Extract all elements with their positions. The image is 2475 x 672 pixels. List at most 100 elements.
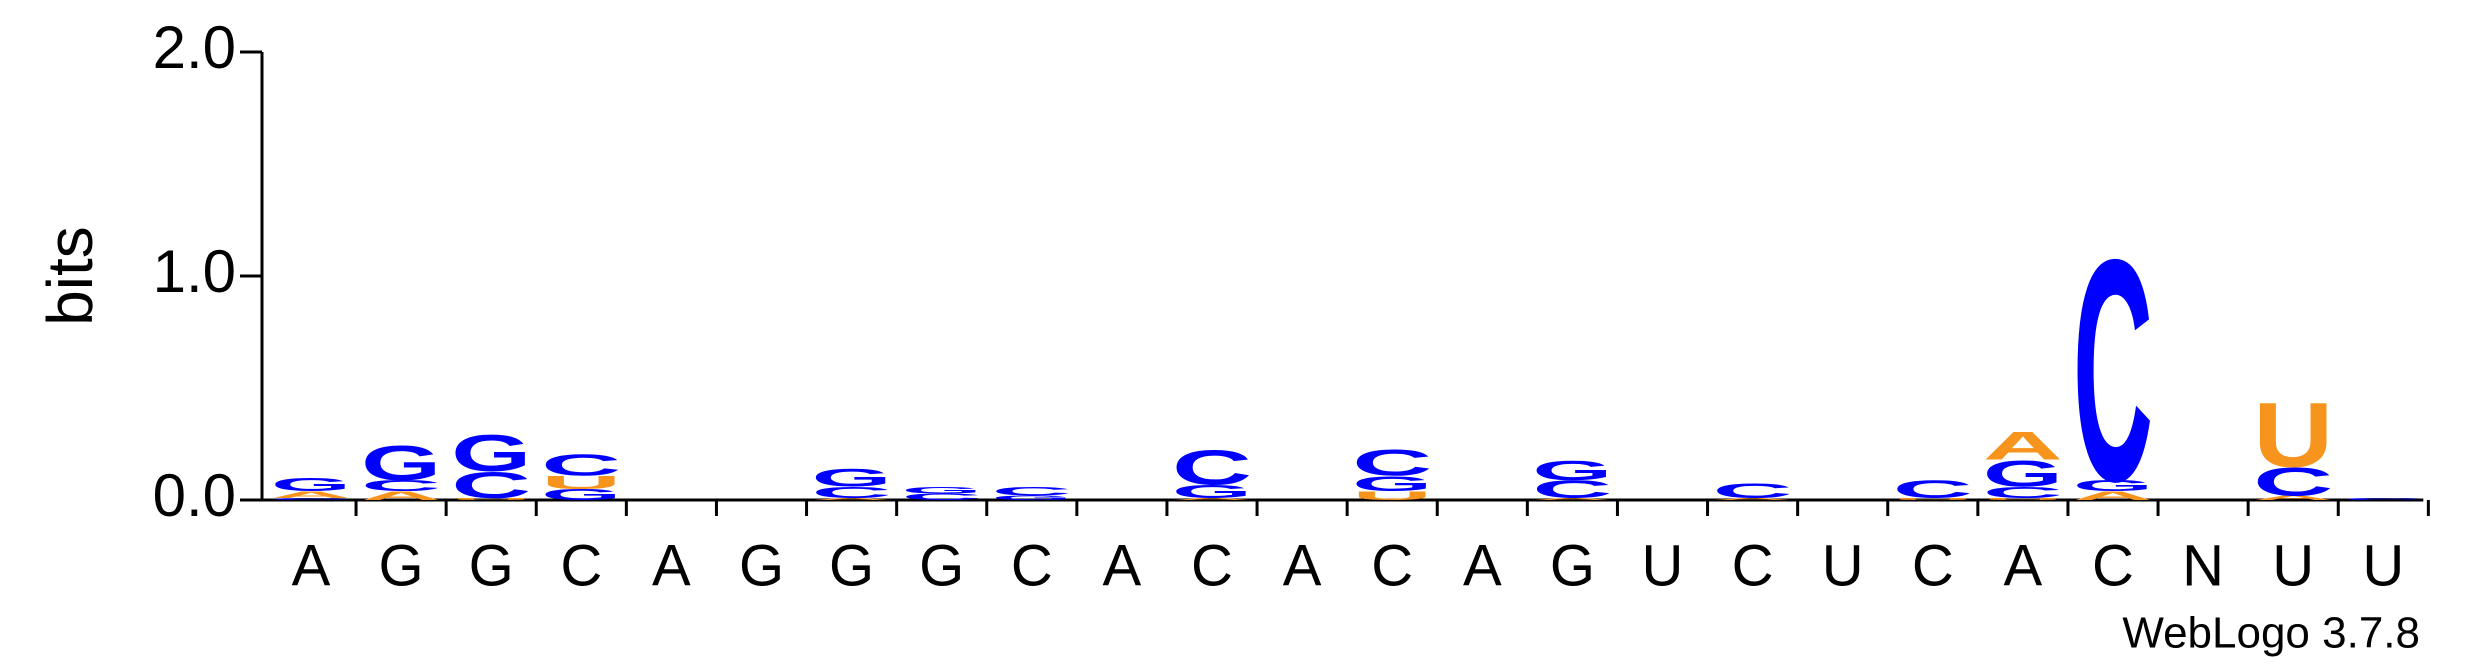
glyph-letter: G <box>1172 481 1252 502</box>
glyph-letter: C <box>271 497 351 500</box>
x-tick-label: A <box>1103 533 1142 598</box>
glyph-letter: A <box>1172 497 1252 500</box>
glyph-letter: G <box>451 424 531 482</box>
glyph-letter: G <box>812 465 892 492</box>
glyph-letter: G <box>361 436 441 491</box>
x-tick-label: C <box>1011 533 1053 598</box>
logo-glyph: C <box>2073 194 2153 547</box>
glyph-letter: A <box>1532 497 1612 500</box>
logo-glyph: A <box>271 490 351 500</box>
logo-glyph: G <box>1983 453 2063 494</box>
logo-glyph: G <box>1352 472 1432 496</box>
glyph-letter: U <box>2253 384 2333 487</box>
x-tick-label: C <box>560 533 602 598</box>
glyph-letter: U <box>1352 489 1432 503</box>
logo-glyph: G <box>451 424 531 482</box>
glyph-letter: C <box>1532 476 1612 503</box>
x-tick-label: G <box>1550 533 1595 598</box>
y-tick-label: 2.0 <box>153 14 236 81</box>
glyph-letter: U <box>1893 497 1973 500</box>
glyph-letter: G <box>541 486 621 503</box>
glyph-letter: G <box>1983 453 2063 494</box>
logo-glyph: U <box>2253 384 2333 487</box>
glyph-letter: G <box>1532 455 1612 486</box>
glyph-letter: C <box>1893 476 1973 503</box>
x-tick-label: U <box>1822 533 1864 598</box>
x-tick-label: U <box>1642 533 1684 598</box>
glyph-letter: G <box>1352 472 1432 496</box>
logo-glyph: A <box>812 497 892 500</box>
logo-glyph: A <box>1172 497 1252 500</box>
glyph-letter: A <box>1713 497 1793 500</box>
glyph-letter: C <box>1983 484 2063 501</box>
glyph-letter: A <box>2253 495 2333 502</box>
logo-glyph: A <box>1532 497 1612 500</box>
glyph-letter: A <box>2073 489 2153 503</box>
glyph-letter: A <box>812 497 892 500</box>
logo-glyph: U <box>1352 489 1432 503</box>
x-tick-label: A <box>292 533 331 598</box>
logo-glyph: U <box>541 472 621 493</box>
x-tick-label: G <box>379 533 424 598</box>
y-axis-label: bits <box>34 226 106 326</box>
logo-glyph: U <box>1893 497 1973 500</box>
logo-glyph: U <box>451 497 531 500</box>
footer: WebLogo 3.7.8 <box>2122 609 2420 658</box>
x-tick-label: C <box>1191 533 1233 598</box>
logo-glyph: G <box>812 465 892 492</box>
glyph-letter: C <box>1713 479 1793 503</box>
logo-glyph: G <box>1532 455 1612 486</box>
logo-glyph: G <box>361 436 441 491</box>
x-tick-label: G <box>469 533 514 598</box>
x-tick-label: C <box>2092 533 2134 598</box>
y-tick-label: 0.0 <box>153 462 236 529</box>
glyph-letter: U <box>541 472 621 493</box>
logo-glyph: G <box>2073 477 2153 494</box>
x-tick-label: C <box>1371 533 1413 598</box>
logo-glyph: A <box>1983 424 2063 469</box>
x-tick-label: G <box>829 533 874 598</box>
logo-glyph: C <box>812 484 892 501</box>
x-tick-label: G <box>739 533 784 598</box>
logo-glyph: C <box>1983 484 2063 501</box>
glyph-letter: G <box>271 475 351 496</box>
x-tick-label: C <box>1732 533 1774 598</box>
glyph-letter: C <box>902 492 982 502</box>
x-tick-label: A <box>1463 533 1502 598</box>
logo-glyph: G <box>902 485 982 495</box>
x-tick-label: U <box>2272 533 2314 598</box>
logo-glyph: G <box>1172 481 1252 502</box>
logo-glyph: C <box>451 464 531 505</box>
logo-glyph: C <box>902 492 982 502</box>
x-tick-label: N <box>2182 533 2224 598</box>
logo-glyph: A <box>361 489 441 503</box>
glyph-letter: A <box>1983 424 2063 469</box>
logo-glyph: C <box>361 477 441 494</box>
glyph-letter: A <box>361 489 441 503</box>
glyph-letter: C <box>2073 194 2153 547</box>
logo-glyph: G <box>271 475 351 496</box>
x-tick-label: A <box>1283 533 1322 598</box>
logo-glyph: A <box>2073 489 2153 503</box>
glyph-letter: C <box>1352 442 1432 483</box>
glyph-letter: G <box>902 485 982 495</box>
glyph-letter: C <box>361 477 441 494</box>
logo-glyph: G <box>541 486 621 503</box>
logo-glyph: C <box>1532 476 1612 503</box>
y-tick-label: 1.0 <box>153 238 236 305</box>
logo-glyph: C <box>1713 479 1793 503</box>
logo-glyph: C <box>992 485 1072 499</box>
x-tick-label: C <box>1912 533 1954 598</box>
glyph-letter: G <box>992 495 1072 502</box>
glyph-letter: C <box>812 484 892 501</box>
x-tick-label: A <box>2004 533 2043 598</box>
glyph-letter: U <box>1983 497 2063 500</box>
glyph-letter: A <box>271 490 351 500</box>
glyph-letter: C <box>451 464 531 505</box>
logo-glyph: C <box>2343 497 2423 500</box>
logo-glyph: A <box>1713 497 1793 500</box>
logo-glyph: C <box>2253 460 2333 505</box>
logo-glyph: C <box>271 497 351 500</box>
logo-glyph: A <box>2253 495 2333 502</box>
